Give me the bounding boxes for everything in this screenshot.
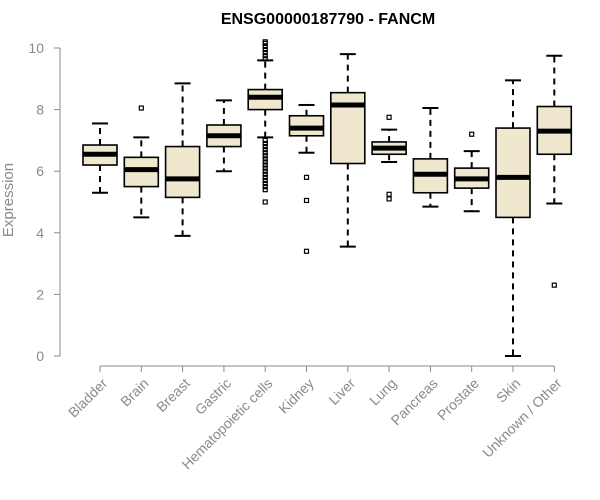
plot-area <box>82 39 573 357</box>
outlier-point <box>262 168 268 174</box>
box-prostate <box>453 131 490 213</box>
x-tick-label: Breast <box>153 375 193 415</box>
iqr-box <box>495 127 531 219</box>
outlier-point <box>138 105 144 111</box>
outlier-point <box>262 180 268 187</box>
box-hematopoietic-cells <box>247 39 283 205</box>
y-axis-label: Expression <box>0 163 17 237</box>
x-tick-label: Bladder <box>65 375 111 421</box>
outlier-point <box>262 153 268 159</box>
outlier-point <box>262 56 268 62</box>
outlier-point <box>386 114 392 120</box>
outlier-point <box>262 162 268 168</box>
box-skin <box>495 79 531 357</box>
outlier-point <box>262 147 268 153</box>
outlier-point <box>386 196 392 202</box>
y-axis: 0 2 4 6 8 10 <box>28 40 61 364</box>
y-tick-label: 8 <box>36 102 44 118</box>
x-tick-label: Prostate <box>434 375 482 423</box>
box-breast <box>164 82 201 237</box>
outlier-point <box>262 159 268 165</box>
outlier-point <box>386 191 392 197</box>
x-tick-label: Lung <box>366 375 399 408</box>
outlier-point <box>262 177 268 184</box>
y-tick-label: 6 <box>36 163 44 179</box>
outlier-point <box>262 171 268 177</box>
outlier-point <box>303 174 310 180</box>
box-bladder <box>82 122 118 194</box>
outlier-point <box>262 137 268 143</box>
x-tick-label: Liver <box>325 375 358 408</box>
box-gastric <box>206 99 242 173</box>
box-lung <box>371 114 407 202</box>
chart-title: ENSG00000187790 - FANCM <box>221 11 435 28</box>
box-kidney <box>288 103 325 254</box>
outlier-point <box>262 50 268 56</box>
x-tick-label: Skin <box>493 375 524 406</box>
outlier-point <box>262 53 268 59</box>
outlier-point <box>262 199 268 205</box>
box-brain <box>123 105 160 219</box>
outlier-point <box>303 248 310 254</box>
outlier-point <box>262 150 268 156</box>
box-pancreas <box>412 107 449 208</box>
outlier-point <box>262 156 268 162</box>
y-tick-label: 10 <box>28 40 44 56</box>
outlier-point <box>551 282 557 288</box>
y-tick-label: 2 <box>36 286 44 302</box>
outlier-point <box>262 143 268 150</box>
iqr-box <box>164 145 201 199</box>
outlier-point <box>303 197 310 204</box>
outlier-point <box>262 46 268 53</box>
x-tick-label: Brain <box>117 375 151 409</box>
outlier-point <box>262 187 268 193</box>
outlier-point <box>262 39 268 45</box>
x-tick-label: Kidney <box>275 375 317 417</box>
y-tick-label: 4 <box>36 225 44 241</box>
outlier-point <box>262 165 268 171</box>
outlier-point <box>469 131 475 137</box>
outlier-point <box>262 140 268 147</box>
box-liver <box>329 53 366 248</box>
outlier-point <box>262 184 268 190</box>
y-tick-label: 0 <box>36 348 44 364</box>
outlier-point <box>262 43 268 50</box>
box-unknown-other <box>536 54 573 288</box>
outlier-point <box>262 174 268 180</box>
